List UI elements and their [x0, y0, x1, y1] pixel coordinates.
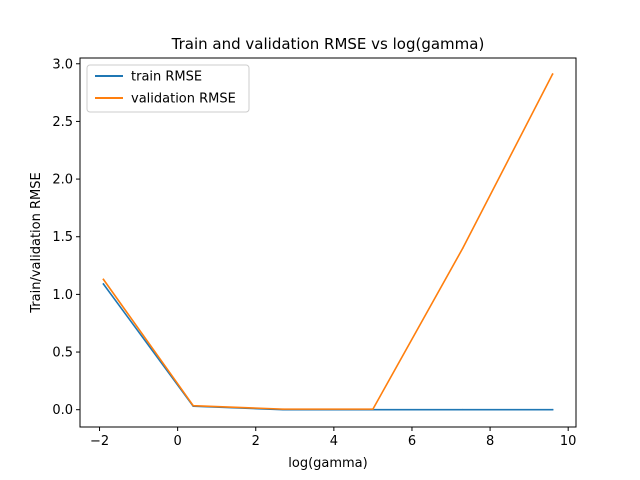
y-tick-label: 3.0	[52, 57, 73, 72]
x-tick-label: 10	[560, 434, 577, 449]
data-point-train-rmse	[551, 408, 554, 411]
data-point-validation-rmse	[372, 408, 374, 410]
y-tick-label: 1.0	[52, 288, 73, 303]
data-point-train-rmse	[461, 408, 464, 411]
plot-area	[79, 57, 577, 428]
chart-title: Train and validation RMSE vs log(gamma)	[171, 35, 485, 53]
legend-label-train-rmse: train RMSE	[131, 70, 202, 85]
x-tick-label: 2	[252, 434, 260, 449]
y-tick-label: 1.5	[52, 230, 73, 245]
series-line-validation-rmse	[102, 73, 554, 410]
x-axis-label: log(gamma)	[288, 456, 367, 471]
x-tick-label: −2	[90, 434, 109, 449]
y-tick-label: 2.5	[52, 115, 73, 130]
data-point-validation-rmse	[192, 404, 195, 407]
x-tick-label: 0	[173, 434, 181, 449]
y-axis: 0.0 0.5 1.0 1.5 2.0 2.5 3.0	[52, 57, 80, 418]
y-tick-label: 0.5	[52, 346, 73, 361]
x-tick-label: 6	[408, 434, 416, 449]
legend-box	[86, 64, 250, 113]
data-point-validation-rmse	[551, 73, 554, 75]
y-tick-label: 2.0	[52, 173, 73, 188]
series-lines	[102, 73, 554, 411]
data-point-validation-rmse	[102, 278, 105, 281]
y-tick-label: 0.0	[52, 403, 73, 418]
x-tick-label: 8	[486, 434, 494, 449]
legend-label-validation-rmse: validation RMSE	[131, 92, 236, 107]
data-point-train-rmse	[102, 283, 105, 285]
y-axis-label: Train/validation RMSE	[29, 172, 44, 313]
plot-frame	[79, 57, 577, 428]
x-tick-label: 4	[330, 434, 338, 449]
x-axis: −2 0 2 4 6 8 10	[90, 427, 577, 449]
data-point-validation-rmse	[282, 408, 284, 410]
data-point-validation-rmse	[461, 247, 464, 250]
legend: train RMSE validation RMSE	[86, 64, 250, 113]
